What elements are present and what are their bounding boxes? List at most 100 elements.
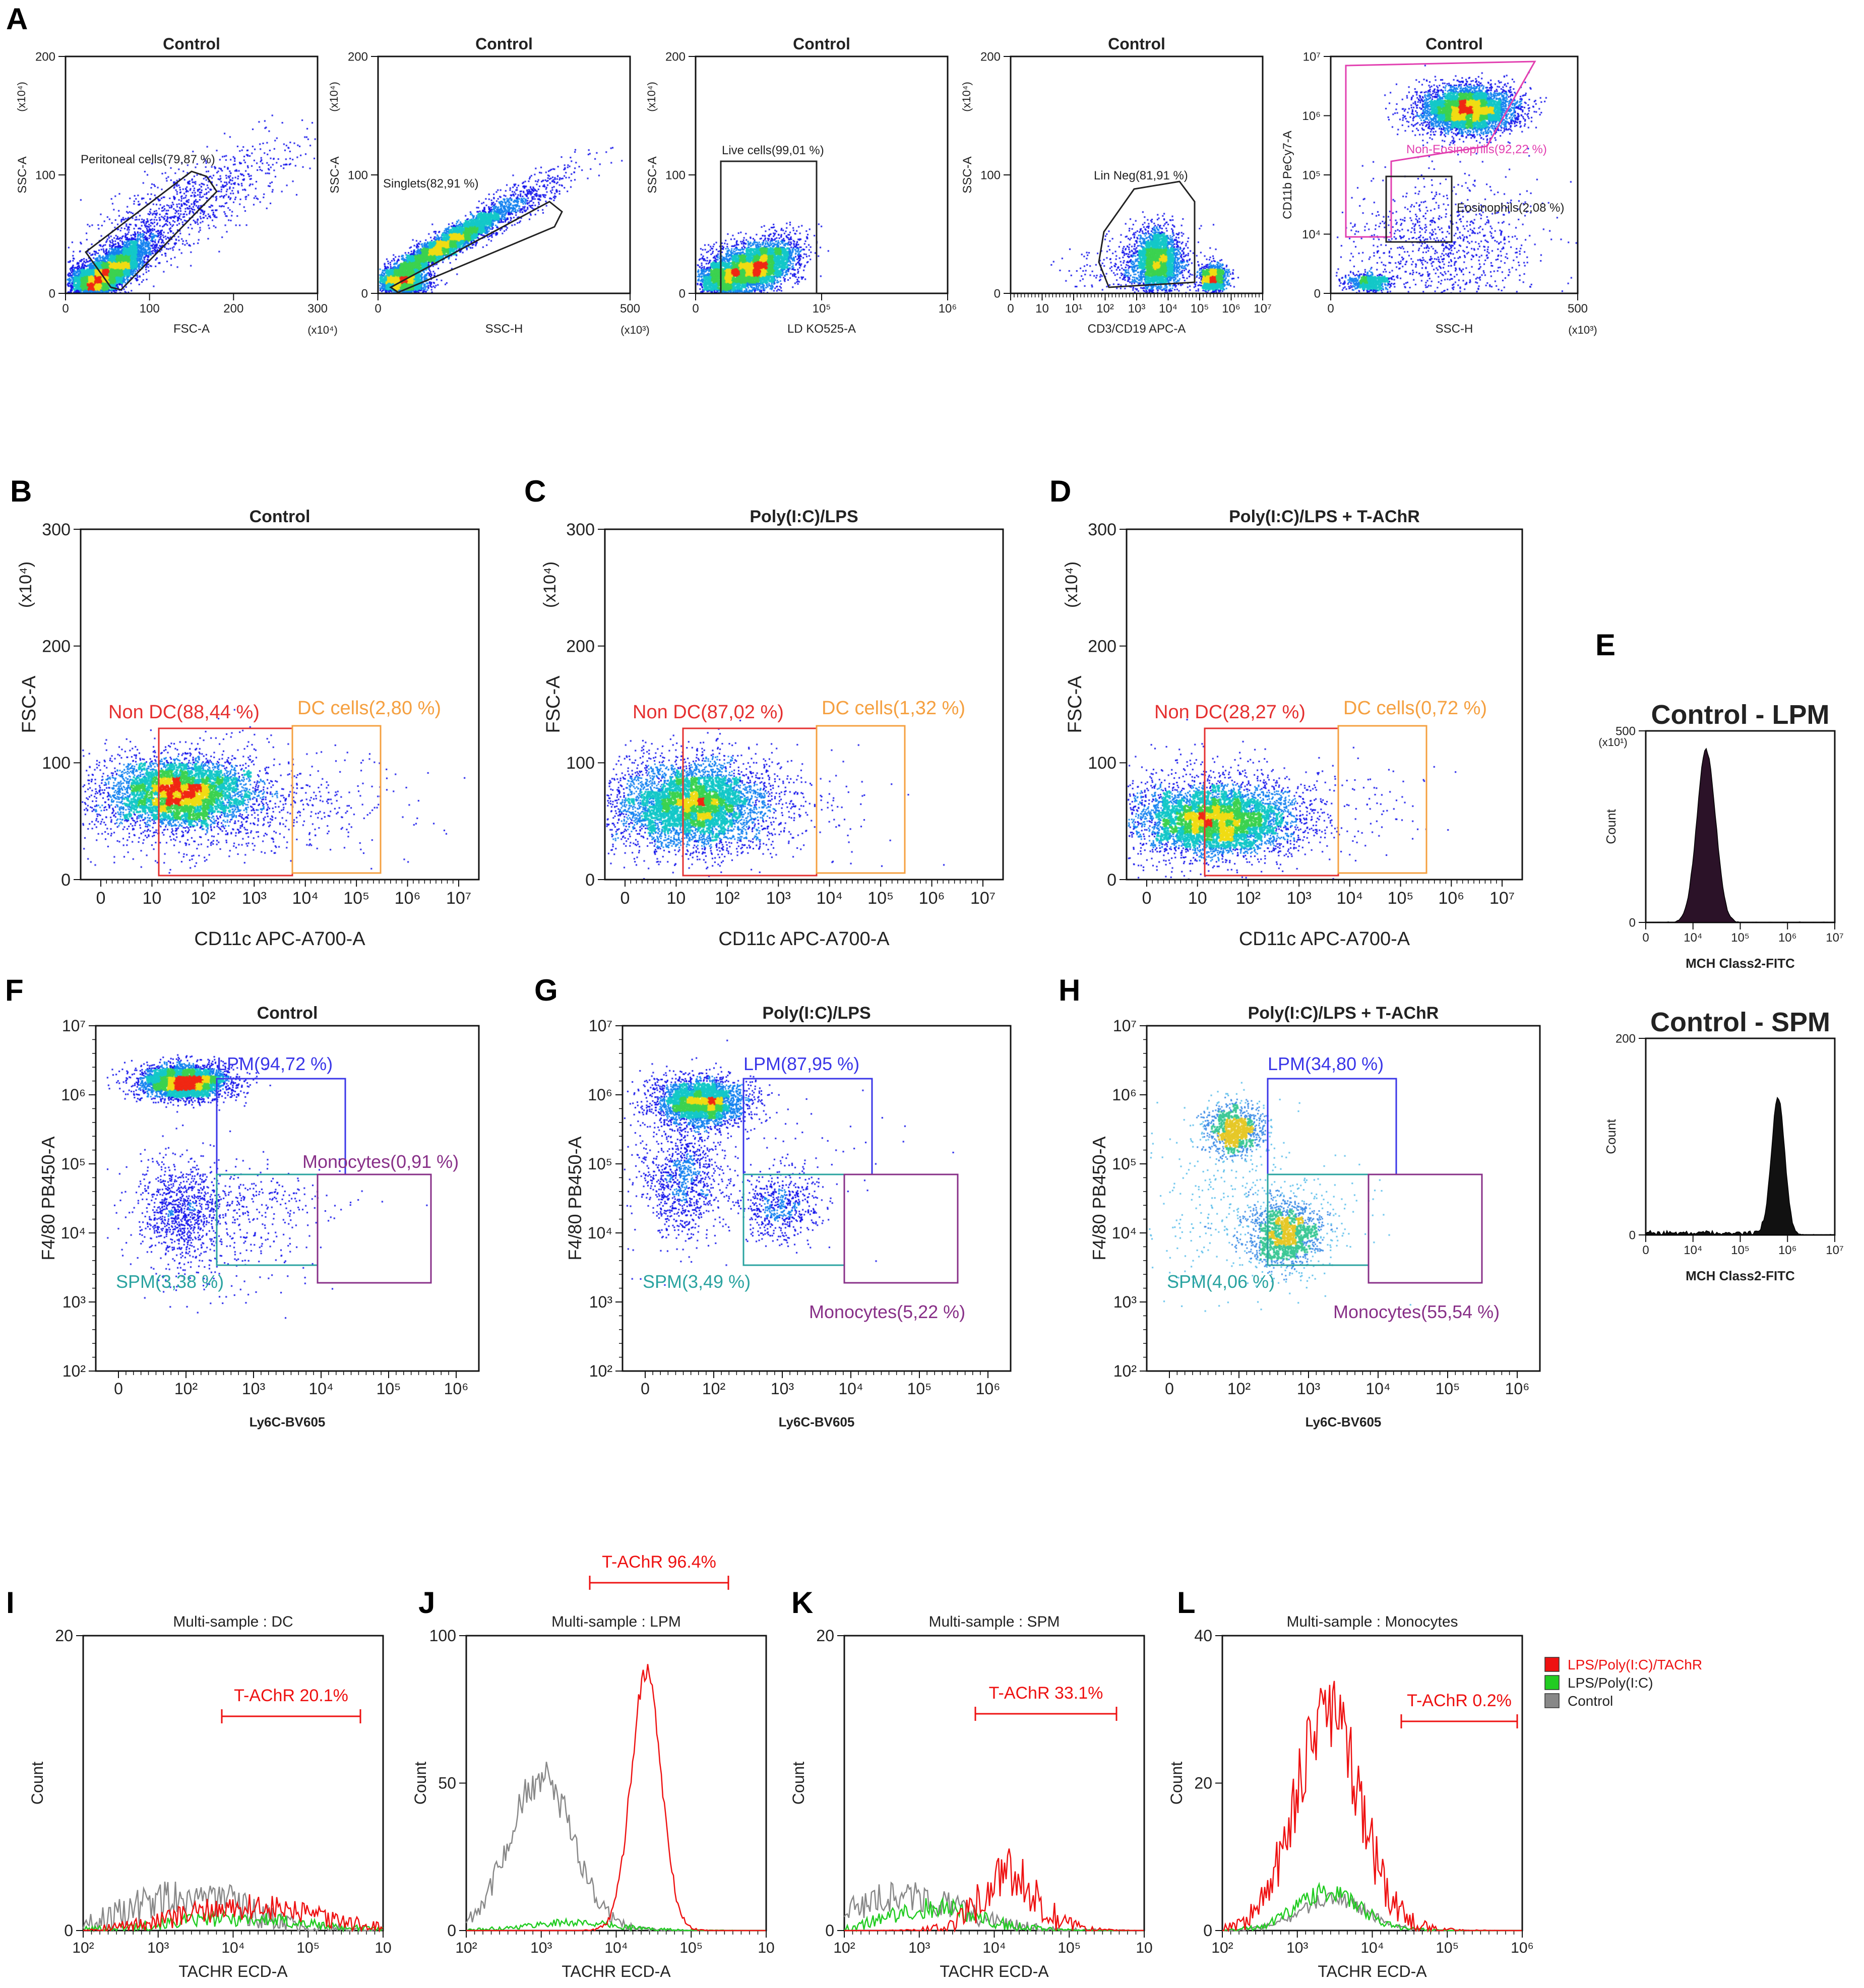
y-axis-label-A2: SSC-A (328, 156, 342, 193)
x-tick-label-E2: 10⁷ (1826, 1244, 1843, 1257)
y-tick-label-H: 10⁶ (1112, 1086, 1137, 1104)
x-tick-label-I: 10⁵ (296, 1940, 320, 1956)
x-tick-label-D: 10⁵ (1388, 889, 1414, 908)
gate-live-cells (720, 160, 818, 294)
y-tick-label-D: 300 (1088, 520, 1116, 539)
x-scale-label-A2: (x10³) (620, 324, 649, 336)
plot-frame-H (1146, 1025, 1541, 1372)
x-tick-label-B: 10⁷ (446, 889, 471, 908)
panel-letter-A: A (6, 2, 28, 36)
histogram-E2 (1645, 1096, 1835, 1236)
x-tick-label-E2: 10⁵ (1731, 1244, 1750, 1257)
gate-label-non-dc-B: Non DC(88,44 %) (108, 702, 260, 723)
x-tick-label-F: 10⁶ (444, 1380, 469, 1398)
y-tick-label-E1: 0 (1629, 916, 1636, 929)
marker-label-J: T-AChR 96.4% (602, 1552, 716, 1572)
gate-dc-cells-B (291, 725, 382, 874)
x-scale-label-A5: (x10³) (1568, 324, 1597, 336)
y-tick-label-D: 0 (1107, 871, 1116, 890)
y-tick-label-H: 10⁵ (1112, 1155, 1137, 1173)
x-tick-label-L: 10³ (1286, 1940, 1308, 1956)
x-axis-label-A2: SSC-H (485, 322, 523, 336)
gate-non-eosinophils (1345, 60, 1536, 238)
y-tick-label-A5: 10⁶ (1302, 109, 1321, 123)
y-tick-label-A5: 0 (1314, 287, 1321, 300)
chart-title-E2: Control - SPM (1650, 1007, 1830, 1037)
gate-peritoneal (84, 170, 218, 291)
y-tick-label-A2: 200 (348, 50, 368, 64)
gate-label-spm-G: SPM(3,49 %) (643, 1271, 751, 1292)
x-tick-label-D: 10 (1188, 889, 1207, 908)
x-tick-label-A5: 0 (1327, 302, 1334, 316)
x-axis-label-A4: CD3/CD19 APC-A (1088, 322, 1186, 336)
chart-title-A1: Control (163, 35, 220, 53)
x-tick-label-K: 10⁵ (1058, 1940, 1081, 1956)
y-tick-label-H: 10³ (1113, 1293, 1137, 1311)
x-tick-label-F: 0 (114, 1380, 123, 1398)
chart-title-K: Multi-sample : SPM (928, 1613, 1060, 1630)
y-axis-label-F: F4/80 PB450-A (38, 1136, 58, 1260)
chart-title-J: Multi-sample : LPM (551, 1613, 681, 1630)
y-axis-label-C: FSC-A (543, 675, 564, 733)
y-tick-label-E1: 500 (1616, 724, 1636, 738)
x-tick-label-L: 10⁵ (1436, 1940, 1459, 1956)
hist-series-I-2 (82, 1881, 383, 1933)
x-tick-label-H: 10³ (1297, 1380, 1321, 1398)
x-tick-label-H: 0 (1165, 1380, 1174, 1398)
gate-label-dc-cells-C: DC cells(1,32 %) (822, 698, 965, 719)
y-tick-label-B: 200 (42, 637, 71, 656)
y-tick-label-F: 10⁶ (61, 1086, 86, 1104)
x-tick-label-A3: 10⁶ (939, 302, 957, 316)
y-tick-label-C: 300 (566, 520, 595, 539)
x-tick-label-C: 10⁵ (867, 889, 894, 908)
x-tick-label-A4: 10⁶ (1222, 302, 1240, 316)
gate-singlets (389, 201, 563, 293)
legend-label: LPS/Poly(I:C) (1568, 1675, 1653, 1691)
x-tick-label-A4: 0 (1007, 302, 1014, 316)
y-tick-label-E2: 200 (1616, 1032, 1636, 1045)
gate-label-dc-cells-B: DC cells(2,80 %) (297, 698, 441, 719)
gate-label-monocytes-F: Monocytes(0,91 %) (302, 1151, 459, 1172)
gate-label-lin-neg: Lin Neg(81,91 %) (1094, 169, 1188, 182)
x-axis-label-F: Ly6C-BV605 (250, 1414, 326, 1430)
legend-label: LPS/Poly(I:C)/TAChR (1568, 1657, 1702, 1672)
y-scale-label-A1: (x10⁴) (15, 82, 28, 112)
gate-eosinophils (1385, 175, 1453, 243)
x-tick-label-E1: 10⁶ (1778, 931, 1797, 945)
panel-letter-J: J (418, 1586, 435, 1620)
x-axis-label-A3: LD KO525-A (787, 322, 856, 336)
gate-label-spm-F: SPM(3,38 %) (116, 1271, 224, 1292)
legend-swatch (1544, 1675, 1560, 1690)
gate-monocytes-F (317, 1173, 432, 1284)
x-tick-label-E2: 10⁶ (1778, 1244, 1797, 1257)
legend-label: Control (1568, 1693, 1613, 1709)
gate-lin-neg (1098, 180, 1196, 288)
panel-letter-H: H (1059, 973, 1080, 1007)
chart-title-C: Poly(I:C)/LPS (750, 507, 858, 526)
histogram-E1 (1645, 748, 1835, 923)
x-axis-label-E2: MCH Class2-FITC (1686, 1268, 1795, 1283)
gate-label-peritoneal: Peritoneal cells(79,87 %) (81, 153, 215, 166)
marker-label-L: T-AChR 0.2% (1407, 1691, 1512, 1710)
x-tick-label-J: 10 (758, 1940, 774, 1956)
chart-title-I: Multi-sample : DC (173, 1613, 293, 1630)
x-tick-label-B: 10² (191, 889, 215, 908)
x-tick-label-L: 10² (1211, 1940, 1233, 1956)
marker-label-I: T-AChR 20.1% (234, 1686, 348, 1705)
y-tick-label-H: 10² (1113, 1362, 1137, 1380)
x-tick-label-L: 10⁴ (1360, 1940, 1384, 1956)
y-tick-label-H: 10⁷ (1113, 1017, 1137, 1035)
y-tick-label-A3: 200 (665, 50, 686, 64)
gate-label-lpm-H: LPM(34,80 %) (1268, 1053, 1384, 1074)
panel-letter-B: B (10, 474, 32, 508)
x-axis-label-C: CD11c APC-A700-A (718, 928, 890, 950)
x-tick-label-L: 10⁶ (1511, 1940, 1534, 1956)
y-tick-label-G: 10⁶ (588, 1086, 612, 1104)
y-tick-label-A5: 10⁵ (1302, 168, 1321, 182)
x-tick-label-J: 10³ (530, 1940, 552, 1956)
x-tick-label-I: 10³ (147, 1940, 169, 1956)
plot-frame-B (80, 528, 480, 881)
plot-frame-C (604, 528, 1004, 881)
